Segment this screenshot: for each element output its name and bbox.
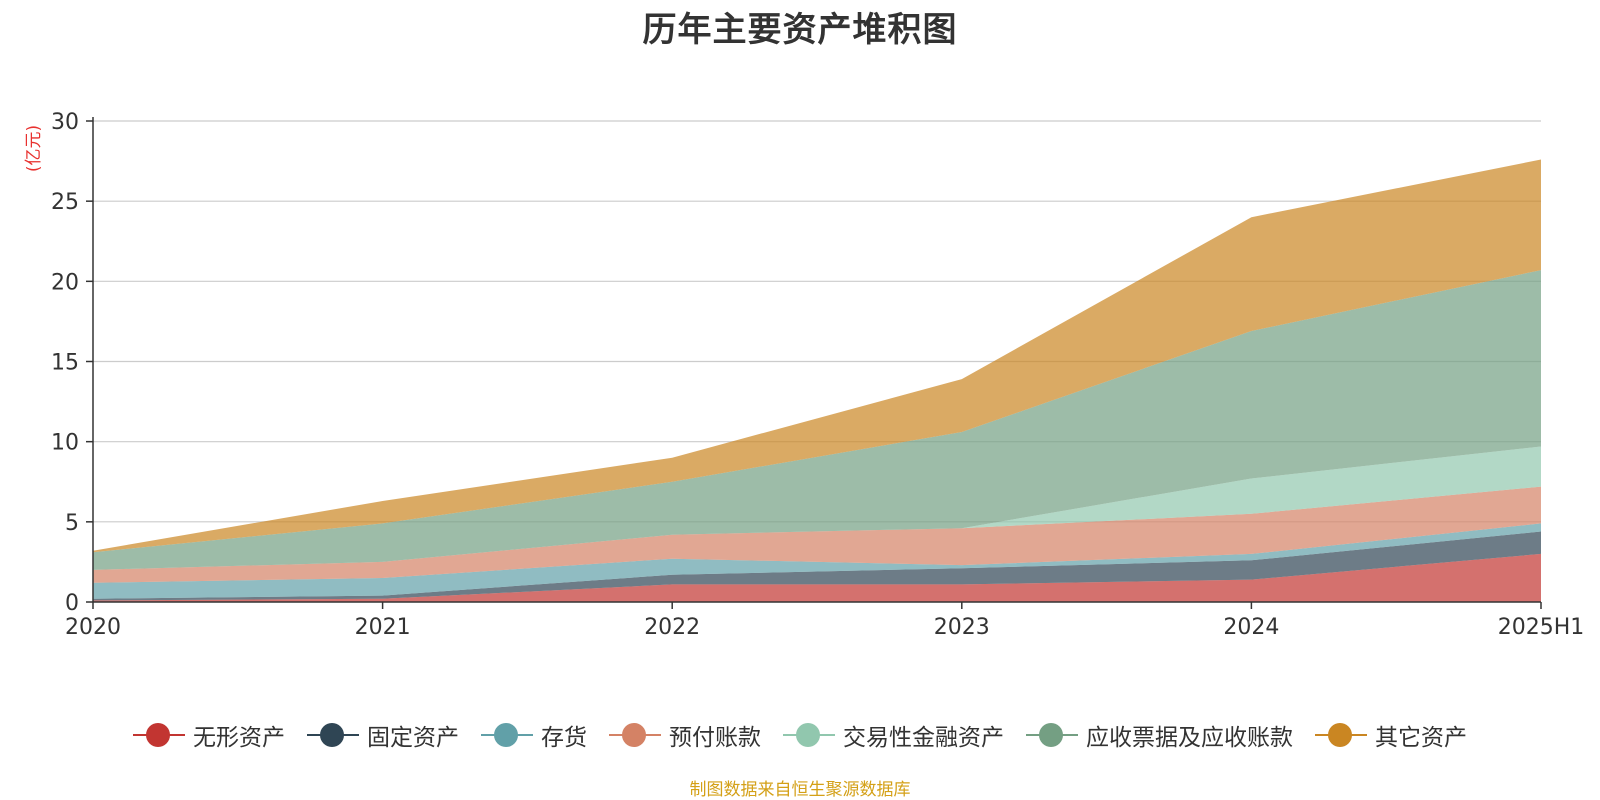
axis-layer: 0 5 10 15 20 25 30 2020 2021 2022 2023 2024 2025H1 [51,110,1584,640]
y-tick-label: 10 [51,431,79,456]
legend: 无形资产 固定资产 存货 预付账款 交易性金融资产 应收票据及应收账款 其它资产 [0,718,1600,752]
legend-symbol [1026,720,1078,750]
legend-item[interactable]: 无形资产 [133,718,285,752]
legend-item[interactable]: 交易性金融资产 [783,718,1004,752]
legend-dot-icon [796,723,820,747]
area-layer [93,159,1541,602]
legend-item[interactable]: 其它资产 [1315,718,1467,752]
legend-label: 预付账款 [669,725,761,751]
area-series-2 [93,531,1541,601]
y-tick-label: 30 [51,110,79,135]
area-series-6 [93,270,1541,570]
y-tick-label: 25 [51,190,79,215]
legend-item[interactable]: 存货 [481,718,587,752]
x-tick-label: 2021 [355,615,411,640]
legend-item[interactable]: 应收票据及应收账款 [1026,718,1293,752]
x-tick-label: 2023 [934,615,990,640]
y-tick-label: 20 [51,270,79,295]
x-tick-label: 2022 [644,615,700,640]
legend-label: 无形资产 [193,725,285,751]
legend-symbol [1315,720,1367,750]
y-tick-label: 0 [65,591,79,616]
legend-item[interactable]: 固定资产 [307,718,459,752]
legend-dot-icon [1328,723,1352,747]
stacked-area-chart: 0 5 10 15 20 25 30 2020 2021 2022 2023 2024 2025H1 [51,110,1584,640]
area-series-7 [93,159,1541,553]
legend-symbol [609,720,661,750]
x-tick-label: 2025H1 [1498,615,1585,640]
legend-dot-icon [1039,723,1063,747]
y-tick-label: 5 [65,511,79,536]
legend-label: 交易性金融资产 [843,725,1004,751]
x-tick-label: 2024 [1223,615,1279,640]
legend-label: 其它资产 [1375,725,1467,751]
legend-label: 存货 [541,725,587,751]
chart-title: 历年主要资产堆积图 [642,10,958,50]
legend-symbol [307,720,359,750]
legend-item[interactable]: 预付账款 [609,718,761,752]
area-series-4 [93,486,1541,583]
legend-symbol [481,720,533,750]
legend-dot-icon [320,723,344,747]
legend-dot-icon [494,723,518,747]
legend-symbol [783,720,835,750]
x-tick-label: 2020 [65,615,121,640]
legend-symbol [133,720,185,750]
area-series-5 [93,446,1541,570]
source-note: 制图数据来自恒生聚源数据库 [689,780,911,800]
area-series-1 [93,553,1541,602]
legend-dot-icon [146,723,170,747]
legend-dot-icon [622,723,646,747]
legend-label: 应收票据及应收账款 [1086,725,1293,751]
y-tick-label: 15 [51,351,79,376]
legend-label: 固定资产 [367,725,459,751]
area-series-3 [93,523,1541,599]
